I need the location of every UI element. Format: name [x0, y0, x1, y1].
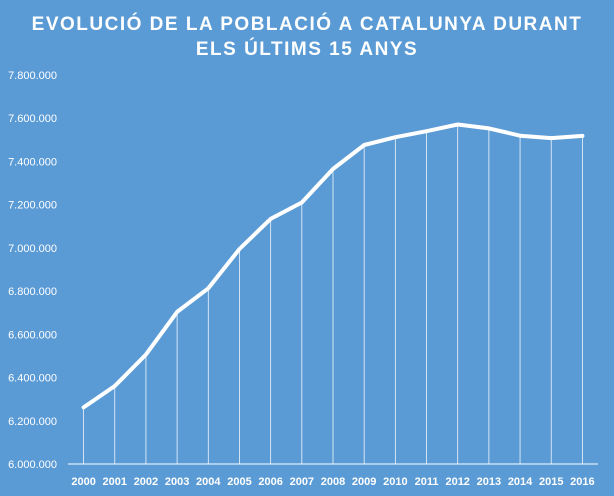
x-tick-label: 2001: [103, 476, 127, 488]
y-tick-label: 6.400.000: [8, 373, 57, 385]
data-point: [518, 134, 522, 138]
x-tick-label: 2004: [196, 476, 221, 488]
data-point: [206, 286, 210, 290]
data-point: [300, 201, 304, 205]
x-tick-label: 2006: [258, 476, 282, 488]
x-axis: 2000 2001 2002 2003 2004 2005 2006 2007 2008 2009…: [71, 476, 594, 488]
chart-title-line-2: ELS ÚLTIMS 15 ANYS: [196, 38, 418, 60]
y-tick-label: 6.200.000: [8, 416, 57, 428]
x-tick-label: 2005: [227, 476, 251, 488]
data-point: [82, 405, 86, 409]
y-tick-label: 6.600.000: [8, 329, 57, 341]
x-tick-label: 2009: [352, 476, 376, 488]
data-point: [331, 167, 335, 171]
x-tick-label: 2000: [71, 476, 95, 488]
data-point: [113, 384, 117, 388]
x-tick-label: 2014: [508, 476, 533, 488]
data-point: [362, 143, 366, 147]
data-point: [144, 353, 148, 357]
drop-lines: [83, 124, 583, 464]
data-point: [487, 126, 491, 130]
data-point: [425, 129, 429, 133]
x-tick-label: 2015: [539, 476, 563, 488]
data-point: [393, 135, 397, 139]
x-tick-label: 2013: [477, 476, 501, 488]
x-tick-label: 2011: [415, 476, 439, 488]
y-tick-label: 7.800.000: [8, 70, 57, 82]
y-axis: 6.000.000 6.200.000 6.400.000 6.600.000 6.80…: [8, 70, 57, 471]
data-point: [580, 134, 584, 138]
data-point: [237, 247, 241, 251]
y-tick-label: 6.800.000: [8, 286, 57, 298]
x-tick-label: 2008: [321, 476, 345, 488]
x-tick-label: 2012: [445, 476, 469, 488]
y-tick-label: 7.000.000: [8, 243, 57, 255]
data-point: [269, 217, 273, 221]
data-point: [549, 136, 553, 140]
series-line-group: [81, 122, 585, 410]
y-tick-label: 6.000.000: [8, 459, 57, 471]
y-tick-label: 7.600.000: [8, 113, 57, 125]
x-tick-label: 2007: [290, 476, 314, 488]
y-tick-label: 7.200.000: [8, 200, 57, 212]
x-tick-label: 2003: [165, 476, 189, 488]
x-tick-label: 2002: [134, 476, 158, 488]
x-tick-label: 2016: [570, 476, 594, 488]
data-point: [456, 122, 460, 126]
y-tick-label: 7.400.000: [8, 156, 57, 168]
chart-title-line-1: EVOLUCIÓ DE LA POBLACIÓ A CATALUNYA DURA…: [32, 13, 583, 35]
data-point: [175, 310, 179, 314]
x-tick-label: 2010: [383, 476, 407, 488]
